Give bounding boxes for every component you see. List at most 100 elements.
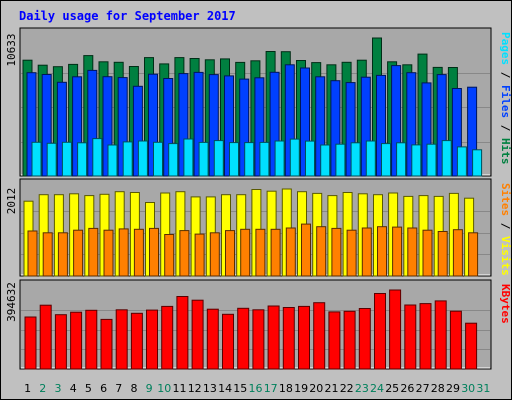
x-label-day-23: 23 — [355, 382, 369, 395]
x-label-day-26: 26 — [400, 382, 414, 395]
bar-sites-day-3 — [57, 232, 68, 277]
bar-pages-day-20 — [320, 144, 331, 177]
bar-sites-day-22 — [346, 229, 357, 277]
bar-pages-day-30 — [472, 149, 483, 177]
legend-visits: Visits — [499, 236, 512, 276]
bar-kbytes-day-13 — [206, 308, 219, 370]
bar-pages-day-17 — [274, 140, 285, 177]
bar-pages-day-25 — [396, 142, 407, 177]
legend-separator: / — [499, 65, 512, 85]
bar-sites-day-16 — [255, 228, 266, 277]
x-label-day-19: 19 — [294, 382, 308, 395]
x-label-day-4: 4 — [70, 382, 77, 395]
bar-kbytes-day-10 — [161, 305, 174, 370]
x-label-day-6: 6 — [100, 382, 107, 395]
x-label-day-31: 31 — [476, 382, 490, 395]
bar-sites-day-27 — [422, 229, 433, 277]
x-label-day-3: 3 — [55, 382, 62, 395]
bar-sites-day-10 — [164, 234, 175, 277]
x-label-day-28: 28 — [431, 382, 445, 395]
bar-pages-day-29 — [456, 146, 467, 177]
panel-hits-legend: Pages / Files / Hits — [499, 32, 512, 165]
bar-kbytes-day-12 — [191, 299, 204, 370]
panel-visits-legend: Sites / Visits — [499, 183, 512, 276]
bar-kbytes-day-11 — [176, 296, 189, 370]
bar-pages-day-8 — [137, 140, 148, 177]
bar-kbytes-day-7 — [115, 309, 128, 370]
bar-pages-day-16 — [259, 141, 270, 177]
bar-sites-day-19 — [301, 223, 311, 277]
x-label-day-11: 11 — [173, 382, 187, 395]
bar-sites-day-21 — [331, 227, 342, 277]
bar-pages-day-14 — [229, 142, 239, 177]
legend-kbytes: KBytes — [499, 284, 512, 324]
bar-sites-day-29 — [452, 229, 463, 277]
bar-pages-day-22 — [350, 142, 361, 177]
bar-kbytes-day-29 — [449, 310, 462, 370]
bar-sites-day-9 — [149, 227, 159, 277]
legend-files: Files — [499, 85, 512, 118]
bar-pages-day-19 — [305, 140, 315, 177]
bar-sites-day-23 — [361, 227, 372, 277]
panel-kbytes: 394632 KBytes — [5, 279, 512, 370]
bar-kbytes-day-14 — [222, 313, 234, 370]
bar-kbytes-day-27 — [419, 303, 432, 370]
panel-kbytes-max-label: 394632 — [5, 282, 18, 322]
x-label-day-2: 2 — [39, 382, 46, 395]
bar-pages-day-7 — [122, 141, 133, 177]
bar-pages-day-5 — [92, 138, 103, 177]
x-label-day-8: 8 — [131, 382, 138, 395]
x-label-day-18: 18 — [279, 382, 293, 395]
panel-kbytes-bars — [24, 289, 478, 370]
x-label-day-1: 1 — [24, 382, 31, 395]
bar-pages-day-3 — [61, 141, 72, 177]
bar-kbytes-day-8 — [130, 312, 143, 370]
bar-pages-day-24 — [381, 143, 391, 177]
bar-kbytes-day-3 — [54, 314, 67, 370]
bar-sites-day-13 — [209, 232, 220, 277]
x-label-day-24: 24 — [370, 382, 384, 395]
bar-pages-day-2 — [46, 142, 57, 177]
x-label-day-20: 20 — [309, 382, 323, 395]
bar-kbytes-day-17 — [267, 305, 280, 370]
x-label-day-13: 13 — [203, 382, 217, 395]
bar-kbytes-day-5 — [85, 309, 98, 370]
x-label-day-16: 16 — [249, 382, 263, 395]
bar-sites-day-17 — [270, 228, 281, 277]
x-label-day-9: 9 — [146, 382, 153, 395]
bar-sites-day-15 — [240, 228, 251, 277]
bar-kbytes-day-19 — [298, 305, 310, 370]
bar-sites-day-5 — [88, 227, 99, 277]
bar-sites-day-11 — [179, 230, 190, 277]
x-axis-labels: 1 2 3 4 5 6 7 8 9 10 11 12 13 14 15 16 17 18 19 20 21 22 23 24 2… — [24, 382, 490, 395]
panel-visits-max-label: 2012 — [5, 188, 18, 215]
bar-pages-day-10 — [168, 143, 179, 177]
bar-kbytes-day-16 — [252, 309, 265, 370]
panel-hits-bars — [22, 37, 483, 177]
panel-hits: 10633 Pages / Files / Hits — [5, 27, 512, 177]
bar-kbytes-day-1 — [24, 316, 37, 370]
bar-pages-day-26 — [411, 144, 422, 177]
legend-separator: / — [499, 216, 512, 236]
bar-kbytes-day-20 — [313, 302, 326, 370]
bar-kbytes-day-30 — [465, 322, 478, 370]
bar-sites-day-6 — [103, 229, 114, 277]
bar-sites-day-30 — [468, 232, 479, 277]
x-label-day-25: 25 — [385, 382, 399, 395]
bar-pages-day-1 — [31, 141, 42, 177]
bar-pages-day-28 — [441, 140, 452, 177]
bar-sites-day-7 — [118, 228, 129, 277]
bar-sites-day-28 — [437, 231, 448, 277]
legend-separator: / — [499, 118, 512, 138]
bar-sites-day-1 — [27, 230, 38, 277]
x-label-day-27: 27 — [416, 382, 430, 395]
panel-visits-bars — [23, 188, 479, 277]
chart-panels: 10633 Pages / Files / Hits 2012 Sites / Vis… — [5, 27, 512, 370]
bar-kbytes-day-6 — [100, 318, 113, 370]
bar-kbytes-day-9 — [146, 309, 158, 370]
panel-hits-max-label: 10633 — [5, 33, 18, 66]
legend-sites: Sites — [499, 183, 512, 216]
bar-sites-day-18 — [285, 227, 296, 277]
bar-pages-day-27 — [426, 143, 437, 177]
